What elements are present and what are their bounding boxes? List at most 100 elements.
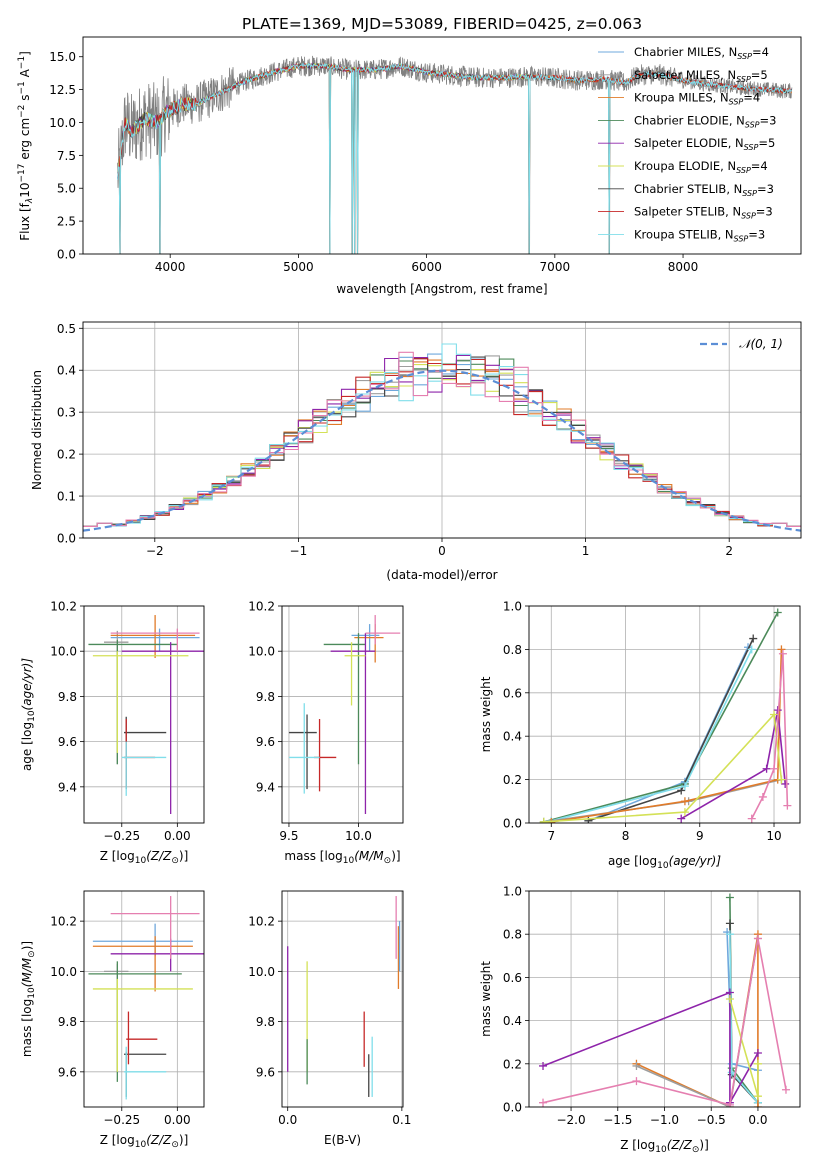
x-axis-label: Z [log10(Z/Z⊙)] [100, 1133, 189, 1150]
mass-vs-Z-panel: −0.25 0.00 9.6 9.8 10.0 10.2 Z [log10(Z/Z⊙)] ma… [20, 890, 205, 1150]
axes-frame [528, 890, 801, 1108]
y-axis-label: age [log10(age/yr)] [20, 658, 37, 771]
x-axis-label: age [log10(age/yr)] [608, 854, 721, 871]
y-tick-label: 9.8 [256, 1015, 275, 1029]
y-tick-label: 0.4 [503, 730, 522, 744]
gaussian-curve [83, 369, 801, 532]
y-axis-label: Flux [fλ10−17 erg cm−2 s−1 A−1] [17, 51, 35, 241]
legend-label: Kroupa ELODIE, NSSP=4 [634, 159, 768, 175]
errorbar-point [344, 642, 366, 706]
x-tick-label: 5000 [283, 260, 314, 274]
series-line [542, 991, 759, 1106]
plot-area [287, 896, 401, 1097]
x-axis-label: mass [log10(M/M⊙)] [284, 849, 400, 866]
axes-frame [281, 890, 404, 1108]
age-vs-mass-panel: 9.5 10.0 9.4 9.6 9.8 10.0 10.2 mass [log10(M/M⊙… [248, 600, 404, 866]
weight-series-1 [584, 643, 753, 823]
plus-marker [762, 764, 771, 773]
weight-series-2 [539, 608, 782, 823]
series-line [543, 712, 783, 823]
errorbar-point [288, 703, 320, 794]
y-tick-label: 10.0 [50, 965, 77, 979]
weight-series-9 [747, 649, 792, 823]
y-tick-label: 0.0 [503, 1101, 522, 1115]
weight-series-6 [547, 645, 786, 823]
y-tick-label: 9.8 [58, 1015, 77, 1029]
plot-area [88, 615, 204, 814]
axes-frame [82, 36, 802, 255]
axes-frame [281, 605, 404, 824]
legend-label: 𝒩(0, 1) [739, 337, 783, 351]
x-tick-label: 0.1 [392, 1113, 411, 1127]
plot-area [117, 55, 793, 254]
y-tick-label: 0.6 [503, 971, 522, 985]
massweight-vs-age-panel: 7 8 9 10 0.0 0.2 0.4 0.6 0.8 1.0 age [log10(age/yr… [479, 600, 801, 871]
figure-title: PLATE=1369, MJD=53089, FIBERID=0425, z=0… [242, 15, 642, 33]
plus-marker [781, 779, 790, 788]
massweight-vs-Z-panel: −2.0 −1.5 −1.0 −0.5 0.0 0.0 0.2 0.4 0.6 0.8 1.0 Z [… [479, 885, 801, 1155]
series-line [543, 612, 779, 823]
plus-marker [725, 919, 734, 928]
x-tick-label: 0.0 [748, 1113, 767, 1127]
plus-marker [758, 792, 767, 801]
plus-marker [632, 1061, 641, 1070]
weight-series-7 [539, 988, 762, 1107]
errorbar-point [92, 936, 193, 992]
x-tick-label: 0.00 [164, 829, 191, 843]
y-tick-label: 10.2 [50, 600, 77, 614]
histogram-series-10 [83, 351, 801, 527]
plus-marker [781, 1085, 790, 1094]
plus-marker [777, 645, 786, 654]
series-line [551, 649, 783, 823]
grid [282, 891, 403, 1107]
y-tick-label: 0.8 [503, 643, 522, 657]
y-tick-label: 0.2 [503, 1057, 522, 1071]
y-tick-label: 9.8 [58, 690, 77, 704]
y-tick-label: 0.4 [57, 364, 76, 378]
series-line [680, 710, 786, 820]
histogram-series-9 [83, 343, 801, 527]
y-tick-label: 0.5 [57, 322, 76, 336]
plus-marker [747, 814, 756, 823]
x-tick-label: 0 [438, 544, 446, 558]
mass-vs-EBV-panel: 0.0 0.1 9.6 9.8 10.0 10.2 E(B-V) [248, 890, 411, 1147]
errorbar-point [110, 628, 200, 652]
y-axis-label: mass [log10(M/M⊙)] [20, 941, 37, 1057]
plus-marker [749, 634, 758, 643]
x-tick-label: 7000 [540, 260, 571, 274]
y-axis-label: mass weight [479, 961, 493, 1037]
axes-frame [83, 890, 205, 1108]
errorbar-point [121, 642, 204, 814]
y-tick-label: 7.5 [57, 149, 76, 163]
y-tick-label: 10.0 [248, 645, 275, 659]
grid [84, 891, 204, 1107]
plot-area [83, 343, 801, 532]
y-tick-label: 12.5 [49, 83, 76, 97]
series-line [543, 778, 782, 823]
y-tick-label: 15.0 [49, 50, 76, 64]
grid [84, 605, 204, 823]
x-tick-label: −1.0 [650, 1113, 679, 1127]
y-tick-label: 0.0 [57, 248, 76, 262]
axes-frame [83, 605, 205, 824]
y-tick-label: 0.2 [503, 773, 522, 787]
x-tick-label: 8000 [668, 260, 699, 274]
model-series-7 [117, 62, 792, 254]
y-tick-label: 1.0 [503, 885, 522, 899]
y-tick-label: 9.4 [256, 780, 275, 794]
spectrum-legend: Chabrier MILES, NSSP=4 Salpeter MILES, NS… [598, 45, 776, 243]
x-axis-label: E(B-V) [324, 1133, 361, 1147]
y-tick-label: 0.8 [503, 928, 522, 942]
plus-marker [783, 801, 792, 810]
plus-marker [770, 710, 779, 719]
plus-marker [539, 817, 548, 823]
errorbar-point [104, 963, 129, 1072]
x-tick-label: 7 [547, 829, 555, 843]
axes-frame [528, 605, 801, 824]
errorbar-point [124, 1051, 167, 1097]
x-tick-label: 4000 [155, 260, 186, 274]
legend-label: Salpeter MILES, NSSP=5 [634, 68, 768, 84]
legend-label: Chabrier MILES, NSSP=4 [634, 45, 769, 61]
plus-marker [680, 782, 689, 791]
plus-marker [680, 797, 689, 806]
